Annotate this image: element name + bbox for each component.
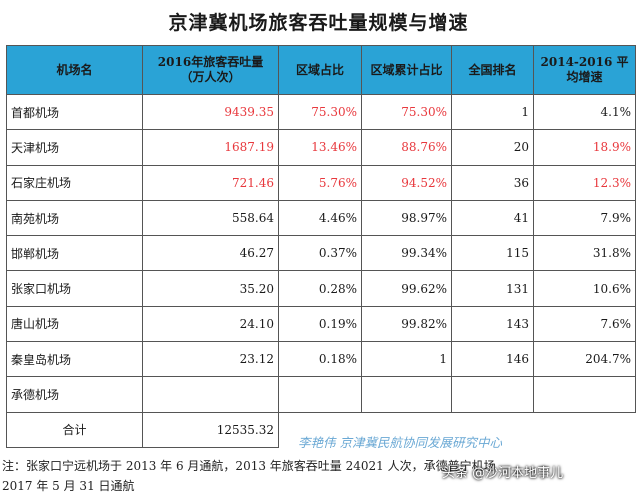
share-cell: 0.28% — [278, 270, 362, 307]
growth-cell: 7.9% — [533, 199, 636, 237]
cum-share-cell: 75.30% — [361, 93, 452, 131]
throughput-cell: 9439.35 — [142, 93, 279, 131]
header-rank: 全国排名 — [451, 45, 534, 95]
table-row: 承德机场 — [6, 376, 636, 413]
table-row: 石家庄机场 721.46 5.76% 94.52% 36 12.3% — [6, 164, 636, 201]
growth-cell: 12.3% — [533, 164, 636, 201]
table-row: 张家口机场 35.20 0.28% 99.62% 131 10.6% — [6, 270, 636, 307]
page-title: 京津冀机场旅客吞吐量规模与增速 — [168, 12, 469, 34]
share-cell: 5.76% — [278, 164, 362, 201]
cum-share-cell: 94.52% — [361, 164, 452, 201]
cum-share-cell: 99.62% — [361, 270, 452, 307]
footnote-line-2: 2017 年 5 月 31 日通航 — [2, 479, 135, 493]
cum-share-cell: 98.97% — [361, 199, 452, 237]
rank-cell: 1 — [451, 93, 534, 131]
airport-name: 邯郸机场 — [6, 235, 143, 272]
rank-cell: 41 — [451, 199, 534, 237]
cum-share-cell: 99.34% — [361, 235, 452, 272]
share-cell: 13.46% — [278, 129, 362, 166]
footnote-line-1: 注：张家口宁远机场于 2013 年 6 月通航，2013 年旅客吞吐量 2402… — [2, 459, 496, 473]
growth-cell: 18.9% — [533, 129, 636, 166]
header-row: 机场名 2016年旅客吞吐量 （万人次） 区域占比 区域累计占比 全国排名 20… — [6, 45, 636, 95]
cum-share-cell — [361, 376, 452, 413]
rank-cell: 36 — [451, 164, 534, 201]
throughput-cell: 35.20 — [142, 270, 279, 307]
total-label: 合计 — [6, 411, 143, 448]
airport-name: 首都机场 — [6, 93, 143, 131]
throughput-cell: 721.46 — [142, 164, 279, 201]
growth-cell: 204.7% — [533, 341, 636, 378]
airport-name: 张家口机场 — [6, 270, 143, 307]
growth-cell — [533, 376, 636, 413]
table-row: 天津机场 1687.19 13.46% 88.76% 20 18.9% — [6, 129, 636, 166]
header-cum-share: 区域累计占比 — [361, 45, 452, 95]
table-row: 唐山机场 24.10 0.19% 99.82% 143 7.6% — [6, 305, 636, 343]
throughput-cell — [142, 376, 279, 413]
share-cell: 0.19% — [278, 305, 362, 343]
throughput-cell: 23.12 — [142, 341, 279, 378]
header-throughput: 2016年旅客吞吐量 （万人次） — [142, 45, 279, 95]
rank-cell: 115 — [451, 235, 534, 272]
airport-name: 石家庄机场 — [6, 164, 143, 201]
source-overlay: 头条 @沙河本地事儿 — [442, 466, 564, 481]
airport-name: 天津机场 — [6, 129, 143, 166]
table-row: 秦皇岛机场 23.12 0.18% 1 146 204.7% — [6, 341, 636, 378]
share-cell: 75.30% — [278, 93, 362, 131]
table-row: 南苑机场 558.64 4.46% 98.97% 41 7.9% — [6, 199, 636, 237]
airport-name: 秦皇岛机场 — [6, 341, 143, 378]
throughput-cell: 558.64 — [142, 199, 279, 237]
share-cell: 4.46% — [278, 199, 362, 237]
growth-cell: 4.1% — [533, 93, 636, 131]
growth-cell: 31.8% — [533, 235, 636, 272]
rank-cell: 20 — [451, 129, 534, 166]
throughput-cell: 46.27 — [142, 235, 279, 272]
growth-cell: 10.6% — [533, 270, 636, 307]
throughput-cell: 24.10 — [142, 305, 279, 343]
empty-cell — [534, 412, 636, 447]
airport-name: 唐山机场 — [6, 305, 143, 343]
rank-cell: 131 — [451, 270, 534, 307]
rank-cell — [451, 376, 534, 413]
share-cell: 0.37% — [278, 235, 362, 272]
airport-name: 承德机场 — [6, 376, 143, 413]
table-row: 首都机场 9439.35 75.30% 75.30% 1 4.1% — [6, 93, 636, 131]
cum-share-cell: 1 — [361, 341, 452, 378]
cum-share-cell: 88.76% — [361, 129, 452, 166]
rank-cell: 143 — [451, 305, 534, 343]
share-cell — [278, 376, 362, 413]
share-cell: 0.18% — [278, 341, 362, 378]
cum-share-cell: 99.82% — [361, 305, 452, 343]
footnote: 注：张家口宁远机场于 2013 年 6 月通航，2013 年旅客吞吐量 2402… — [2, 456, 635, 496]
author-watermark: 李艳伟 京津冀民航协同发展研究中心 — [298, 435, 502, 450]
growth-cell: 7.6% — [533, 305, 636, 343]
airport-name: 南苑机场 — [6, 199, 143, 237]
total-row: 合计 12535.32 — [6, 411, 636, 448]
header-growth: 2014-2016 平均增速 — [533, 45, 636, 95]
header-airport: 机场名 — [6, 45, 143, 95]
table-row: 邯郸机场 46.27 0.37% 99.34% 115 31.8% — [6, 235, 636, 272]
throughput-cell: 1687.19 — [142, 129, 279, 166]
header-share: 区域占比 — [278, 45, 362, 95]
total-value: 12535.32 — [142, 411, 279, 448]
rank-cell: 146 — [451, 341, 534, 378]
airport-table: 机场名 2016年旅客吞吐量 （万人次） 区域占比 区域累计占比 全国排名 20… — [6, 45, 636, 448]
